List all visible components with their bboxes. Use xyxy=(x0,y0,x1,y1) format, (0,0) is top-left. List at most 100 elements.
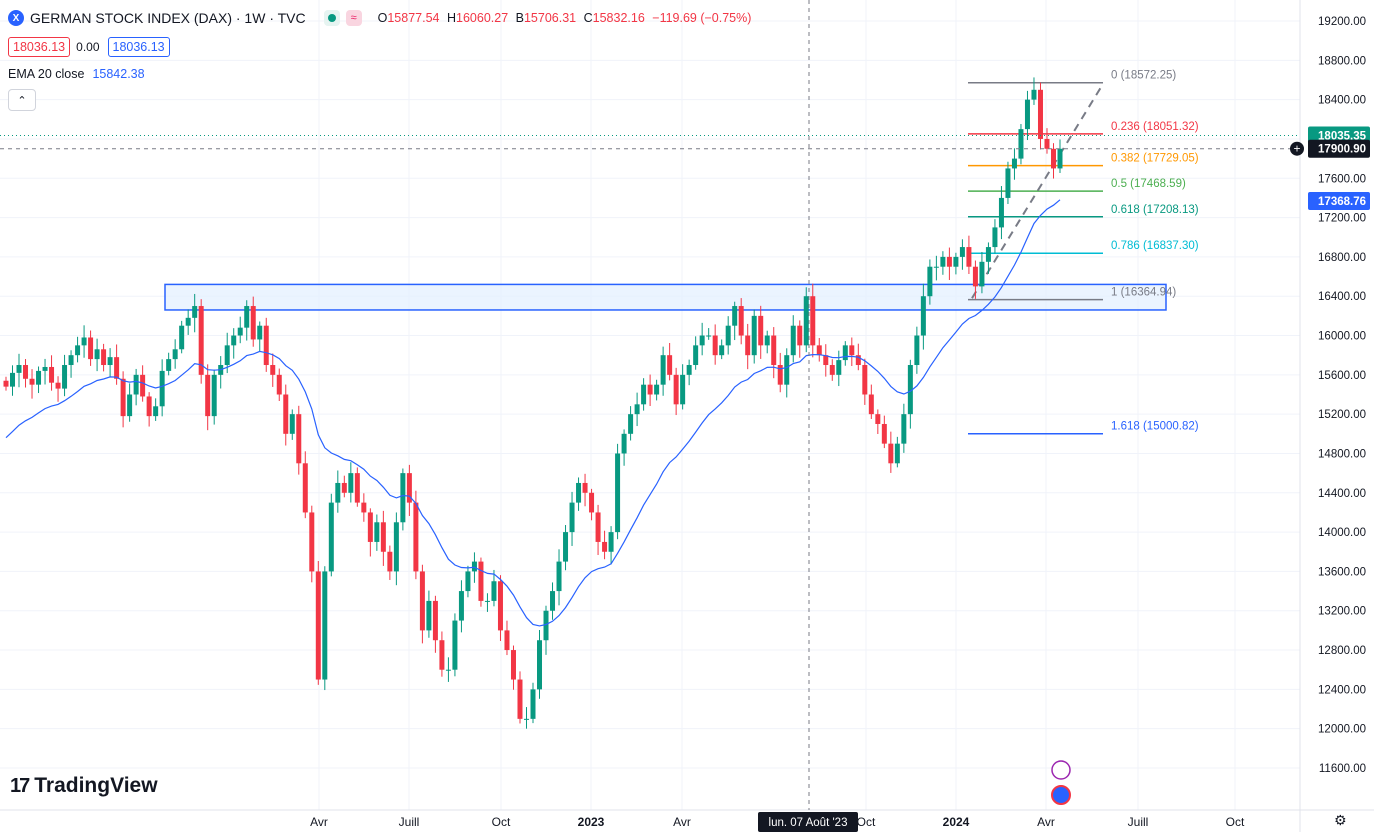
y-tick-label: 11600.00 xyxy=(1319,763,1366,775)
settings-gear-icon[interactable]: ⚙ xyxy=(1334,812,1347,828)
candle-body xyxy=(810,296,816,346)
sell-price[interactable]: 18036.13 xyxy=(8,37,71,57)
candle-body xyxy=(712,335,718,356)
candle-body xyxy=(738,306,744,336)
symbol-legend[interactable]: X GERMAN STOCK INDEX (DAX) · 1W · TVC ≈ … xyxy=(8,10,755,26)
candle-body xyxy=(1037,89,1043,139)
candle-body xyxy=(797,325,803,346)
y-tick-label: 14400.00 xyxy=(1318,488,1366,500)
candle-body xyxy=(49,366,55,383)
candle-body xyxy=(452,620,458,670)
candles-layer xyxy=(3,77,1063,729)
time-axis: Avr Juill Oct 2023 Avr Oct 2024 Avr Juill Oct xyxy=(310,815,1245,829)
candle-body xyxy=(504,630,510,651)
symbol-title[interactable]: GERMAN STOCK INDEX (DAX) · 1W · TVC xyxy=(30,10,306,26)
candle-body xyxy=(517,679,523,719)
delay-badge-icon[interactable]: ≈ xyxy=(345,10,362,26)
y-tick-label: 16400.00 xyxy=(1318,291,1366,303)
y-tick-label: 15200.00 xyxy=(1318,409,1366,421)
candle-body xyxy=(745,335,751,356)
candle-body xyxy=(276,374,282,395)
candle-body xyxy=(510,650,516,680)
candle-body xyxy=(445,669,451,671)
candle-body xyxy=(523,718,529,720)
candle-body xyxy=(94,349,100,360)
candle-body xyxy=(205,374,211,417)
fib-label-1: 1 (16364.94) xyxy=(1111,287,1176,299)
candle-body xyxy=(315,571,321,680)
candle-body xyxy=(62,365,68,389)
candle-body xyxy=(829,365,835,375)
candle-body xyxy=(966,247,972,267)
collapse-legend-button[interactable]: ⌃ xyxy=(8,89,36,111)
candle-body xyxy=(120,378,126,417)
candle-body xyxy=(244,306,250,328)
y-tick-label: 16000.00 xyxy=(1318,331,1366,343)
x-tick-label: Avr xyxy=(310,815,328,829)
candle-body xyxy=(478,561,484,601)
candle-body xyxy=(1044,138,1050,149)
y-tick-label: 12800.00 xyxy=(1318,645,1366,657)
candle-body xyxy=(550,591,556,611)
tradingview-logo-icon: 17 xyxy=(10,774,30,797)
candle-body xyxy=(127,394,133,417)
y-tick-label: 14000.00 xyxy=(1318,527,1366,539)
x-tick-label: Avr xyxy=(1037,815,1055,829)
y-tick-label: 13600.00 xyxy=(1318,566,1366,578)
candle-body xyxy=(179,325,185,350)
candle-body xyxy=(224,345,230,366)
x-tick-label: Oct xyxy=(1226,815,1245,829)
ema-label: EMA 20 close xyxy=(8,67,85,81)
candle-body xyxy=(198,306,204,375)
ema-20-line xyxy=(5,199,1061,627)
candle-body xyxy=(602,541,608,552)
fib-label-0.5: 0.5 (17468.59) xyxy=(1111,178,1186,190)
ema-20-layer xyxy=(5,199,1061,627)
logo-text: TradingView xyxy=(34,774,158,797)
candle-body xyxy=(777,365,783,385)
candle-body xyxy=(419,571,425,631)
candle-body xyxy=(1031,89,1037,100)
candle-body xyxy=(75,345,81,356)
candle-body xyxy=(647,384,653,395)
price-label: 17900.90 xyxy=(1308,139,1370,158)
candle-body xyxy=(1018,129,1024,159)
candle-body xyxy=(914,335,920,366)
candle-body xyxy=(667,355,673,375)
candle-body xyxy=(927,266,933,297)
candle-body xyxy=(16,365,22,373)
candle-body xyxy=(816,345,822,356)
candle-body xyxy=(901,414,907,444)
fib-label-0.382: 0.382 (17729.05) xyxy=(1111,153,1199,165)
overlay-layer: lun. 07 Août '23 + xyxy=(0,0,1304,832)
candle-body xyxy=(29,378,35,385)
candle-body xyxy=(10,372,16,387)
ema-legend[interactable]: EMA 20 close 15842.38 xyxy=(8,67,145,81)
candle-body xyxy=(875,414,881,424)
add-alert-icon xyxy=(1290,141,1304,156)
candle-body xyxy=(491,581,497,601)
tradingview-logo[interactable]: 17 TradingView xyxy=(10,774,158,798)
candle-body xyxy=(263,325,269,366)
candle-body xyxy=(933,266,939,268)
price-axis: 19200.0018800.0018400.0018000.0017600.00… xyxy=(1308,16,1370,775)
candle-body xyxy=(855,355,861,366)
candle-body xyxy=(107,357,113,366)
y-tick-label: 18800.00 xyxy=(1318,55,1366,67)
candle-body xyxy=(530,689,536,719)
candle-body xyxy=(497,581,503,631)
candle-body xyxy=(719,345,725,356)
price-label: 17368.76 xyxy=(1308,191,1370,210)
candle-body xyxy=(153,406,159,417)
candle-body xyxy=(426,600,432,631)
x-tick-label: 2024 xyxy=(943,815,970,829)
crosshair-x-label-bg xyxy=(758,812,858,832)
green-dot-icon xyxy=(327,14,336,22)
buy-price[interactable]: 18036.13 xyxy=(107,37,170,57)
market-status-icon[interactable] xyxy=(323,10,340,26)
candle-body xyxy=(881,423,887,444)
candle-body xyxy=(322,571,328,680)
candle-body xyxy=(159,370,165,407)
candle-body xyxy=(634,404,640,415)
